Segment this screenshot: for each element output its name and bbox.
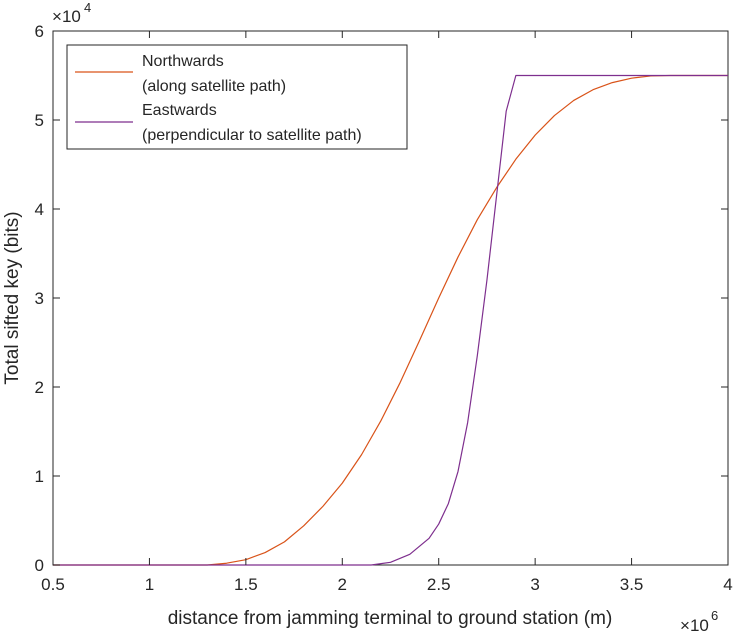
x-axis-label: distance from jamming terminal to ground… xyxy=(168,608,613,629)
x-exponent-base: ×10 xyxy=(680,616,709,632)
y-tick-label: 6 xyxy=(35,22,44,41)
x-tick-label: 2.5 xyxy=(427,575,451,594)
x-tick-label: 1 xyxy=(145,575,154,594)
series-line-northwards xyxy=(53,74,728,566)
x-tick-label: 1.5 xyxy=(234,575,258,594)
series-line-eastwards xyxy=(53,74,728,566)
x-tick-label: 4 xyxy=(723,575,732,594)
y-tick-label: 4 xyxy=(35,200,44,219)
x-exponent: ×10 6 xyxy=(680,608,718,632)
legend-label-northwards: Northwards xyxy=(142,53,224,70)
y-axis-ticks: 0 1 2 3 4 5 6 xyxy=(35,22,728,575)
y-exponent-prefix: × xyxy=(52,7,62,26)
y-tick-label: 0 xyxy=(35,556,44,575)
y-exponent-base-value: 10 xyxy=(62,7,81,26)
legend-label-northwards-sub: (along satellite path) xyxy=(142,78,286,95)
x-exponent-base-value: 10 xyxy=(690,616,709,632)
y-tick-label: 3 xyxy=(35,289,44,308)
y-tick-label: 2 xyxy=(35,378,44,397)
x-exponent-prefix: × xyxy=(680,616,690,632)
legend: Northwards (along satellite path) Eastwa… xyxy=(66,44,408,150)
y-exponent-power: 4 xyxy=(84,0,91,15)
legend-box xyxy=(66,44,408,150)
x-tick-label: 2 xyxy=(338,575,347,594)
y-tick-label: 1 xyxy=(35,467,44,486)
y-tick-label: 5 xyxy=(35,111,44,130)
series-lines xyxy=(53,74,728,566)
x-axis-ticks: 0.5 1 1.5 2 2.5 3 3.5 4 xyxy=(41,31,733,594)
legend-label-eastwards: Eastwards xyxy=(142,102,217,119)
legend-label-eastwards-sub: (perpendicular to satellite path) xyxy=(142,127,362,144)
x-tick-label: 3 xyxy=(530,575,539,594)
y-exponent-base: ×10 xyxy=(52,7,81,26)
x-tick-label: 0.5 xyxy=(41,575,65,594)
y-exponent: ×10 4 xyxy=(52,0,91,26)
x-exponent-power: 6 xyxy=(711,608,718,623)
x-tick-label: 3.5 xyxy=(620,575,644,594)
y-axis-label: Total sifted key (bits) xyxy=(2,211,23,384)
